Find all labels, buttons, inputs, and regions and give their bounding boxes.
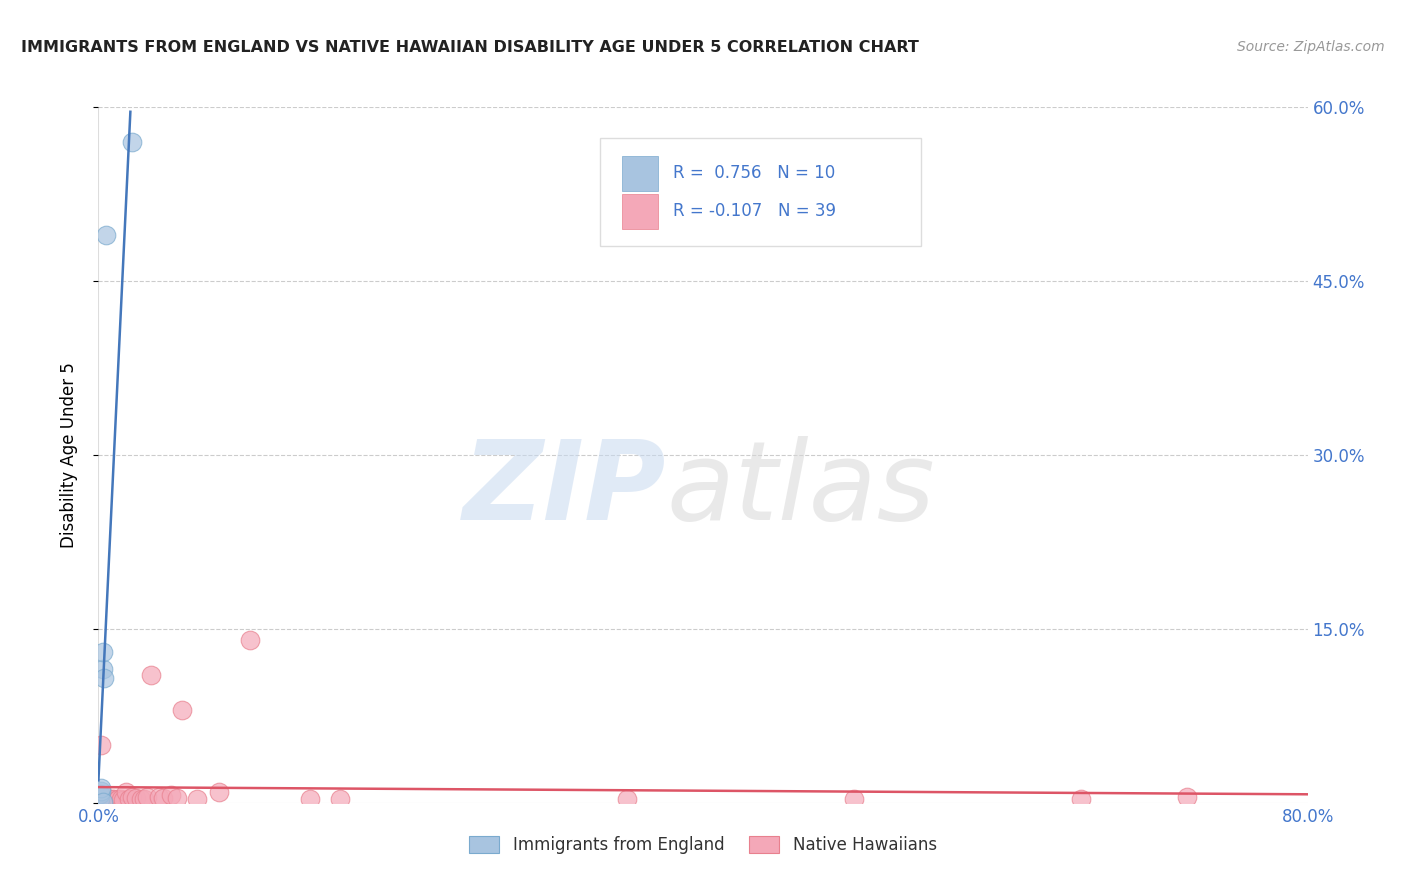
Point — [132, 792, 155, 806]
Point — [90, 780, 112, 795]
Text: R =  0.756   N = 10: R = 0.756 N = 10 — [672, 164, 835, 182]
Point — [160, 788, 183, 802]
Legend: Immigrants from England, Native Hawaiians: Immigrants from England, Native Hawaiian… — [463, 829, 943, 861]
Point — [105, 793, 128, 807]
Point — [114, 785, 136, 799]
Point — [329, 792, 352, 806]
Point — [129, 792, 152, 806]
Point — [101, 792, 124, 806]
Text: IMMIGRANTS FROM ENGLAND VS NATIVE HAWAIIAN DISABILITY AGE UNDER 5 CORRELATION CH: IMMIGRANTS FROM ENGLAND VS NATIVE HAWAII… — [21, 40, 920, 55]
Point — [91, 795, 114, 809]
Point — [93, 671, 115, 685]
Point — [107, 792, 129, 806]
Point — [89, 793, 111, 807]
Point — [89, 792, 111, 806]
Point — [121, 135, 143, 149]
Point — [110, 792, 132, 806]
Point — [90, 793, 112, 807]
Point — [166, 791, 188, 805]
Point — [100, 793, 122, 807]
Point — [91, 662, 114, 677]
Text: atlas: atlas — [666, 436, 935, 543]
Point — [616, 792, 638, 806]
Point — [96, 791, 118, 805]
Point — [89, 795, 111, 809]
Point — [299, 792, 322, 806]
Point — [125, 791, 148, 805]
Point — [111, 793, 134, 807]
FancyBboxPatch shape — [600, 138, 921, 246]
Point — [1070, 792, 1092, 806]
Point — [1175, 790, 1198, 805]
Point — [186, 792, 208, 806]
Point — [93, 792, 115, 806]
Point — [170, 703, 193, 717]
Point — [121, 790, 143, 805]
Point — [90, 738, 112, 752]
Point — [103, 792, 125, 806]
Point — [94, 793, 117, 807]
Bar — [621, 156, 658, 191]
Point — [91, 795, 114, 809]
Point — [152, 791, 174, 805]
Text: ZIP: ZIP — [463, 436, 666, 543]
Point — [118, 792, 141, 806]
Point — [89, 787, 111, 801]
Point — [844, 792, 866, 806]
Point — [90, 784, 112, 798]
Point — [91, 792, 114, 806]
Point — [98, 793, 121, 807]
Point — [239, 633, 262, 648]
Point — [208, 785, 231, 799]
Text: Source: ZipAtlas.com: Source: ZipAtlas.com — [1237, 40, 1385, 54]
Text: R = -0.107   N = 39: R = -0.107 N = 39 — [672, 202, 835, 220]
Bar — [621, 194, 658, 228]
Point — [94, 227, 117, 242]
Point — [135, 790, 157, 805]
Y-axis label: Disability Age Under 5: Disability Age Under 5 — [59, 362, 77, 548]
Point — [141, 668, 163, 682]
Point — [91, 645, 114, 659]
Point — [148, 790, 170, 805]
